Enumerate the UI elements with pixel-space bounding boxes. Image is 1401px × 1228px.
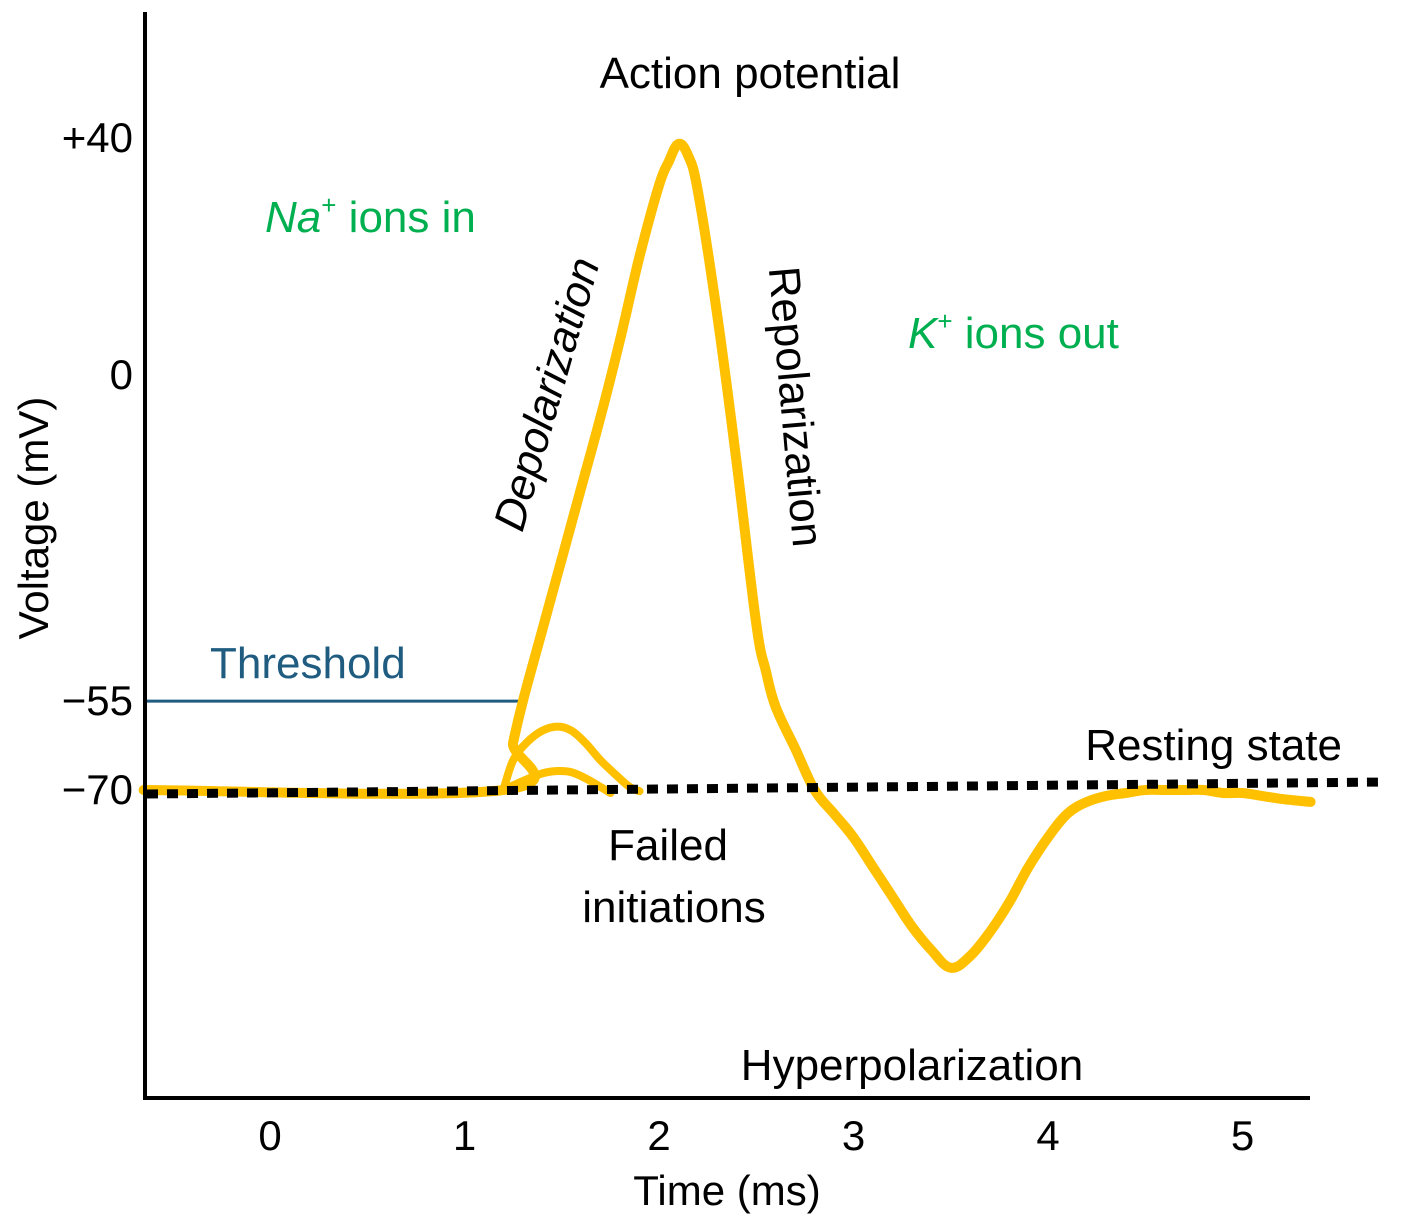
depolarization-label: Depolarization	[485, 252, 610, 536]
x-tick-label: 4	[1036, 1112, 1059, 1159]
na-symbol: Na	[265, 193, 321, 242]
x-tick-label: 3	[842, 1112, 865, 1159]
failed-initiation-curve-1	[499, 722, 644, 796]
y-tick-label: 0	[110, 351, 133, 398]
k-symbol: K	[908, 309, 939, 358]
failed-initiations-line1: Failed	[608, 821, 728, 870]
na-ions-label: Na+ ions in	[265, 190, 476, 242]
x-tick-label: 5	[1231, 1112, 1254, 1159]
y-tick-label: +40	[62, 114, 133, 161]
y-tick-label: −55	[62, 677, 133, 724]
x-tick-label: 1	[453, 1112, 476, 1159]
x-tick-label: 2	[647, 1112, 670, 1159]
x-axis-title: Time (ms)	[633, 1167, 820, 1214]
y-axis-title: Voltage (mV)	[10, 397, 57, 640]
y-tick-label: −70	[62, 766, 133, 813]
na-superscript: +	[321, 190, 336, 220]
na-suffix: ions in	[336, 193, 475, 242]
k-suffix: ions out	[953, 309, 1119, 358]
resting-state-label: Resting state	[1085, 721, 1342, 770]
hyperpolarization-label: Hyperpolarization	[741, 1041, 1083, 1090]
chart-title: Action potential	[600, 49, 901, 98]
y-tick-labels: +40 0 −55 −70	[62, 114, 133, 813]
x-tick-labels: 0 1 2 3 4 5	[258, 1112, 1254, 1159]
resting-state-line	[146, 777, 1386, 799]
threshold-label: Threshold	[210, 639, 406, 688]
k-ions-label: K+ ions out	[908, 306, 1119, 358]
failed-initiation-curve-2	[499, 766, 615, 797]
failed-initiations-line2: initiations	[582, 883, 765, 932]
repolarization-label: Repolarization	[759, 264, 832, 548]
k-superscript: +	[937, 306, 952, 336]
x-tick-label: 0	[258, 1112, 281, 1159]
